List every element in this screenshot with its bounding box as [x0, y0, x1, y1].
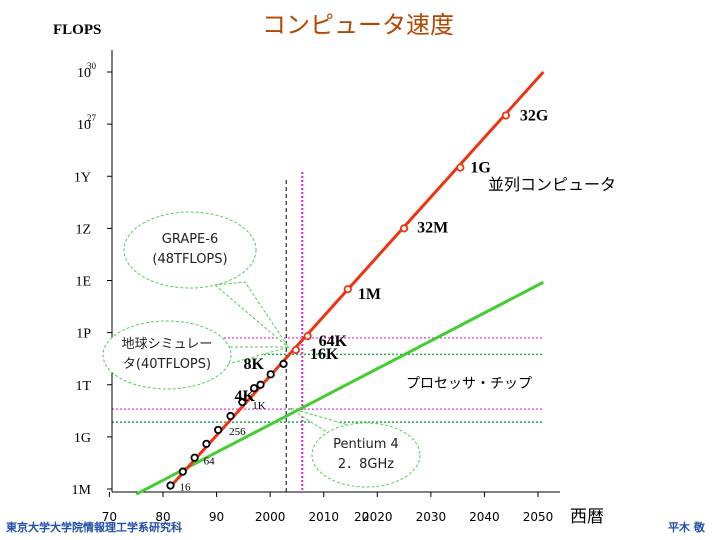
- data-label: 1G: [470, 160, 491, 177]
- grape-callout-bubble: [123, 211, 257, 289]
- series-label-parallel: 並列コンピュータ: [488, 175, 616, 194]
- earth-callout-line: 地球シミュレー: [122, 337, 213, 352]
- chart-title: コンピュータ速度: [262, 11, 454, 39]
- data-point-3: [202, 439, 211, 448]
- data-point-12: [303, 331, 312, 341]
- data-point-15: [456, 163, 465, 172]
- reference-lines: [112, 172, 542, 492]
- ticks: 70 80 90 2000 2010 2020 2030 2040 20501M1G1T1P1E…: [72, 61, 554, 524]
- data-label: 64: [204, 456, 216, 468]
- grape-callout-tail: [213, 281, 290, 349]
- pentium-callout-line: Pentium 4: [333, 437, 399, 452]
- data-point-4: [214, 425, 223, 435]
- y-tick-label: 1Z: [75, 222, 91, 237]
- data-point-5: [226, 411, 235, 421]
- data-label: 4K: [235, 388, 256, 405]
- data-point-6: [238, 398, 247, 407]
- data-label: 1K: [252, 400, 265, 412]
- y-tick-exponent: 27: [87, 113, 97, 123]
- data-point-9: [266, 370, 275, 379]
- y-tick-label: 1Y: [74, 170, 91, 185]
- data-point-16: [501, 111, 510, 120]
- pentium-callout-bubble: [311, 422, 421, 488]
- x-tick-label: 2020: [362, 510, 393, 524]
- pentium-callout-line: 2．8GHz: [338, 457, 394, 472]
- x-tick-label: 2010: [308, 510, 339, 524]
- y-axis-label: FLOPS: [53, 22, 101, 38]
- earth-callout-bubble: [102, 320, 232, 390]
- y-tick-label: 1G: [74, 431, 91, 446]
- earth-callout-line: タ(40TFLOPS): [123, 357, 211, 372]
- y-tick-label: 1T: [75, 379, 91, 394]
- data-point-0: [166, 481, 175, 490]
- x-tick-label: 90: [209, 510, 224, 524]
- data-label: 32G: [520, 107, 549, 124]
- y-tick-label: 1E: [75, 275, 91, 290]
- data-label: 8K: [244, 356, 265, 373]
- data-point-7: [249, 384, 259, 393]
- data-label: 32M: [417, 219, 448, 236]
- processor-chip-line: [135, 280, 545, 496]
- data-label: 16K: [310, 346, 339, 363]
- y-tick-label: 10: [77, 118, 91, 133]
- data-point-11: [291, 345, 300, 355]
- x-tick-label: 2030: [416, 510, 447, 524]
- y-tick-label: 1M: [72, 483, 92, 498]
- x-tick-label: 2040: [469, 510, 500, 524]
- data-point-10: [279, 359, 288, 368]
- footer-right: 平木 敬: [668, 520, 706, 534]
- y-tick-label: 1P: [76, 327, 91, 342]
- data-point-2: [190, 453, 199, 462]
- x-tick-label: 70: [102, 510, 117, 524]
- x-tick-label: 2050: [523, 510, 554, 524]
- series-label-processor: プロセッサ・チップ: [406, 376, 532, 392]
- y-tick-exponent: 30: [87, 61, 97, 71]
- x-axis-label: 西暦: [570, 507, 604, 527]
- y-tick-label: 10: [77, 66, 91, 81]
- stray-text: 20: [354, 510, 369, 524]
- x-tick-label: 80: [155, 510, 170, 524]
- series-layer: [135, 70, 545, 496]
- earth-callout-tail: [224, 346, 290, 366]
- footer-left: 東京大学大学院情報理工学系研究科: [6, 520, 182, 534]
- data-point-14: [399, 224, 409, 233]
- data-point-13: [343, 285, 352, 294]
- grape-callout-line: GRAPE-6: [162, 232, 219, 247]
- data-label: 1M: [358, 286, 381, 303]
- data-label: 16: [180, 482, 192, 494]
- data-label: 64K: [319, 333, 348, 350]
- x-tick-label: 2000: [255, 510, 286, 524]
- data-label: 256: [229, 426, 246, 438]
- data-point-8: [256, 380, 265, 389]
- grape-callout-line: (48TFLOPS): [152, 252, 227, 267]
- data-point-1: [178, 467, 187, 476]
